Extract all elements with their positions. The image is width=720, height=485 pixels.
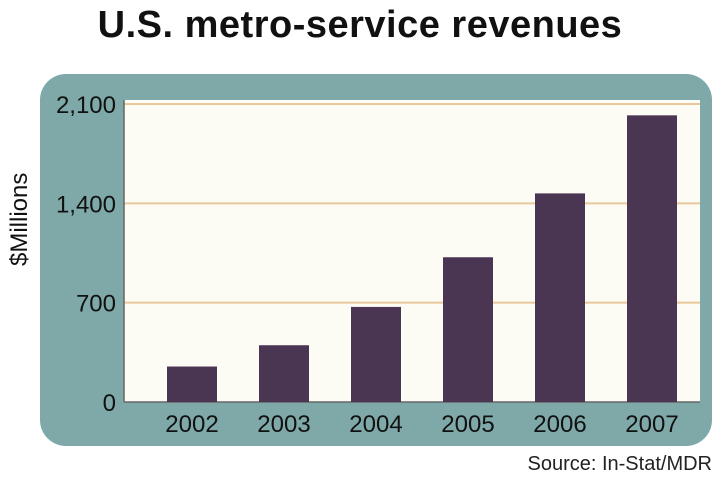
bar-2005: [443, 257, 493, 402]
y-tick-label: 2,100: [56, 92, 116, 119]
y-tick-label: 0: [103, 390, 116, 417]
x-tick-label: 2003: [257, 411, 310, 438]
chart-title: U.S. metro-service revenues: [97, 4, 623, 46]
bar-2006: [535, 193, 585, 402]
x-tick-label: 2004: [349, 411, 402, 438]
x-tick-label: 2006: [533, 411, 586, 438]
x-tick-label: 2005: [441, 411, 494, 438]
source-note: Source: In-Stat/MDR: [527, 453, 712, 475]
plot-area: [124, 100, 700, 402]
y-tick-label: 700: [76, 291, 116, 318]
bar-2003: [259, 345, 309, 402]
bar-2007: [627, 115, 677, 402]
x-tick-label: 2002: [165, 411, 218, 438]
bar-2002: [167, 366, 217, 402]
bar-2004: [351, 306, 401, 402]
y-tick-label: 1,400: [56, 191, 116, 218]
x-tick-label: 2007: [625, 411, 678, 438]
